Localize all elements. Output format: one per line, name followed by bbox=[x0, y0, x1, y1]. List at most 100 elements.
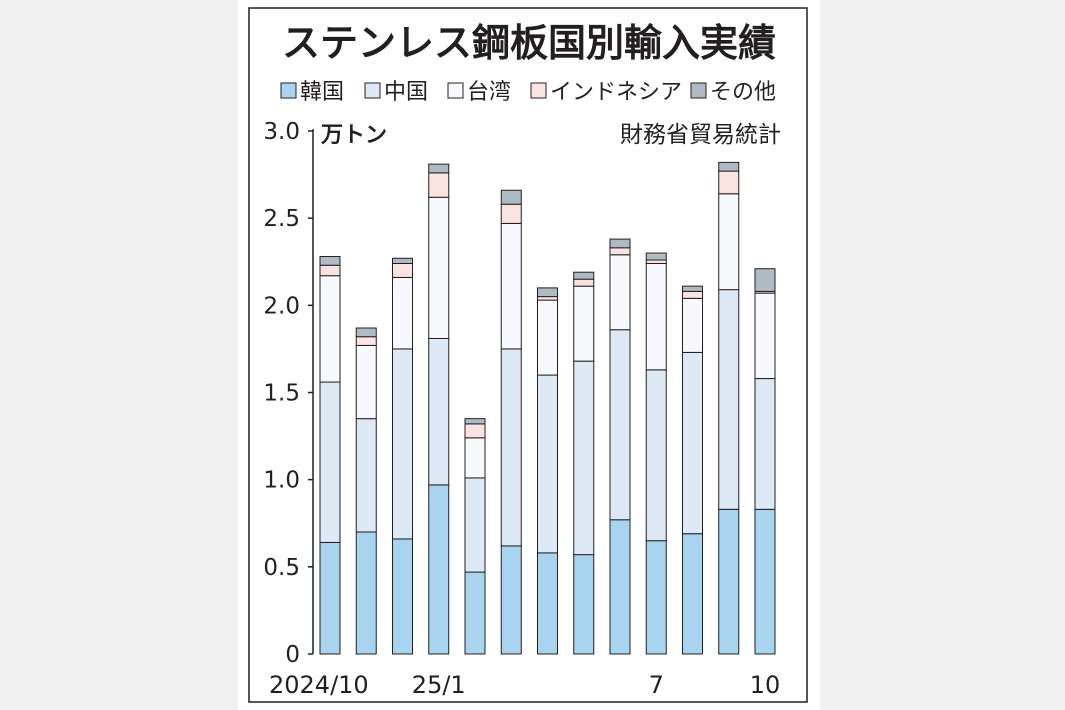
bar-segment bbox=[355, 344, 377, 420]
bar-segment bbox=[319, 256, 341, 266]
x-axis: 2024/10 25/1 7 10 bbox=[269, 671, 780, 699]
bar-segment bbox=[319, 275, 341, 383]
x-tick-label: 25/1 bbox=[412, 671, 466, 699]
y-tick-label: 1.5 bbox=[263, 381, 300, 407]
y-tick-label: 2.0 bbox=[263, 293, 300, 319]
bar-segment bbox=[500, 222, 522, 350]
legend-label: インドネシア bbox=[550, 80, 682, 105]
bar-segment bbox=[464, 418, 486, 425]
legend-label: その他 bbox=[710, 80, 776, 105]
bar-segment bbox=[609, 247, 631, 256]
bar-segment bbox=[355, 327, 377, 338]
bar-segment bbox=[464, 423, 486, 439]
bar-stack bbox=[537, 287, 558, 655]
bar-segment bbox=[355, 336, 377, 346]
legend-swatch bbox=[530, 82, 547, 99]
bar-segment bbox=[537, 296, 558, 301]
bar-stack bbox=[645, 252, 667, 655]
bar-segment bbox=[355, 531, 377, 655]
bar-segment bbox=[428, 484, 450, 655]
bar-segment bbox=[573, 554, 595, 655]
bar-segment bbox=[682, 533, 703, 655]
bar-segment bbox=[609, 329, 631, 521]
bar-segment bbox=[464, 477, 486, 573]
bar-segment bbox=[573, 278, 595, 287]
figure-frame bbox=[248, 7, 808, 703]
bar-segment bbox=[645, 369, 667, 542]
unit-label: 万トン bbox=[320, 123, 387, 148]
bar-stack bbox=[464, 418, 486, 655]
bar-segment bbox=[392, 538, 413, 655]
bar-segment bbox=[537, 552, 558, 655]
source-label: 財務省貿易統計 bbox=[620, 122, 781, 148]
y-tick-label: 0.5 bbox=[263, 555, 300, 581]
bar-segment bbox=[500, 203, 522, 224]
bar-segment bbox=[319, 541, 341, 655]
bar-segment bbox=[682, 297, 703, 353]
bar-segment bbox=[392, 276, 413, 350]
bar-segment bbox=[392, 262, 413, 278]
bar-segment bbox=[718, 161, 740, 172]
bar-segment bbox=[754, 508, 776, 655]
bar-segment bbox=[754, 378, 776, 510]
bar-stack bbox=[500, 189, 522, 655]
bar-segment bbox=[609, 519, 631, 655]
bar-segment bbox=[718, 170, 740, 195]
bar-segment bbox=[754, 268, 776, 292]
bar-segment bbox=[537, 287, 558, 298]
y-tick-label: 2.5 bbox=[263, 206, 300, 232]
bar-segment bbox=[537, 299, 558, 376]
y-axis: 0 0.5 1.0 1.5 2.0 2.5 3.0 bbox=[263, 119, 314, 668]
bar-stack bbox=[754, 268, 776, 655]
bar-segment bbox=[573, 285, 595, 362]
bar-stack bbox=[609, 238, 631, 655]
bar-segment bbox=[392, 348, 413, 540]
bar-stack bbox=[682, 285, 703, 655]
bar-segment bbox=[645, 262, 667, 371]
bar-stack bbox=[428, 163, 450, 655]
bar-segment bbox=[428, 172, 450, 198]
x-tick-label: 2024/10 bbox=[269, 671, 369, 699]
x-tick-label: 10 bbox=[750, 671, 781, 699]
y-tick-label: 0 bbox=[285, 642, 300, 668]
bar-segment bbox=[500, 348, 522, 547]
legend-label: 中国 bbox=[384, 80, 428, 105]
bar-segment bbox=[428, 196, 450, 339]
bar-segment bbox=[464, 571, 486, 655]
bar-stack bbox=[718, 161, 740, 655]
bar-segment bbox=[645, 252, 667, 261]
bar-segment bbox=[355, 418, 377, 533]
bar-stack bbox=[392, 257, 413, 655]
legend-swatch bbox=[280, 82, 297, 99]
bar-segment bbox=[392, 257, 413, 264]
bar-segment bbox=[718, 193, 740, 291]
bar-stack bbox=[355, 327, 377, 655]
bar-segment bbox=[500, 545, 522, 655]
legend-label: 韓国 bbox=[300, 80, 344, 105]
legend-label: 台湾 bbox=[467, 80, 511, 105]
bar-segment bbox=[319, 264, 341, 277]
bar-segment bbox=[682, 290, 703, 299]
bar-segment bbox=[464, 437, 486, 479]
bar-segment bbox=[645, 259, 667, 264]
legend: 韓国 中国 台湾 インドネシア その他 bbox=[280, 80, 776, 105]
bar-segment bbox=[718, 508, 740, 655]
bar-segment bbox=[718, 289, 740, 510]
legend-swatch bbox=[364, 82, 381, 99]
bar-segment bbox=[609, 238, 631, 249]
legend-swatch bbox=[690, 82, 707, 99]
y-tick-label: 3.0 bbox=[263, 119, 300, 145]
bar-segment bbox=[428, 163, 450, 174]
bar-segment bbox=[537, 374, 558, 554]
chart-title: ステンレス鋼板国別輸入実績 bbox=[282, 21, 776, 65]
legend-swatch bbox=[447, 82, 464, 99]
bars bbox=[319, 161, 776, 655]
bar-segment bbox=[682, 351, 703, 535]
bar-segment bbox=[428, 337, 450, 486]
bar-segment bbox=[573, 271, 595, 280]
bar-segment bbox=[319, 381, 341, 543]
y-tick-label: 1.0 bbox=[263, 468, 300, 494]
bar-segment bbox=[682, 285, 703, 292]
bar-segment bbox=[573, 360, 595, 556]
